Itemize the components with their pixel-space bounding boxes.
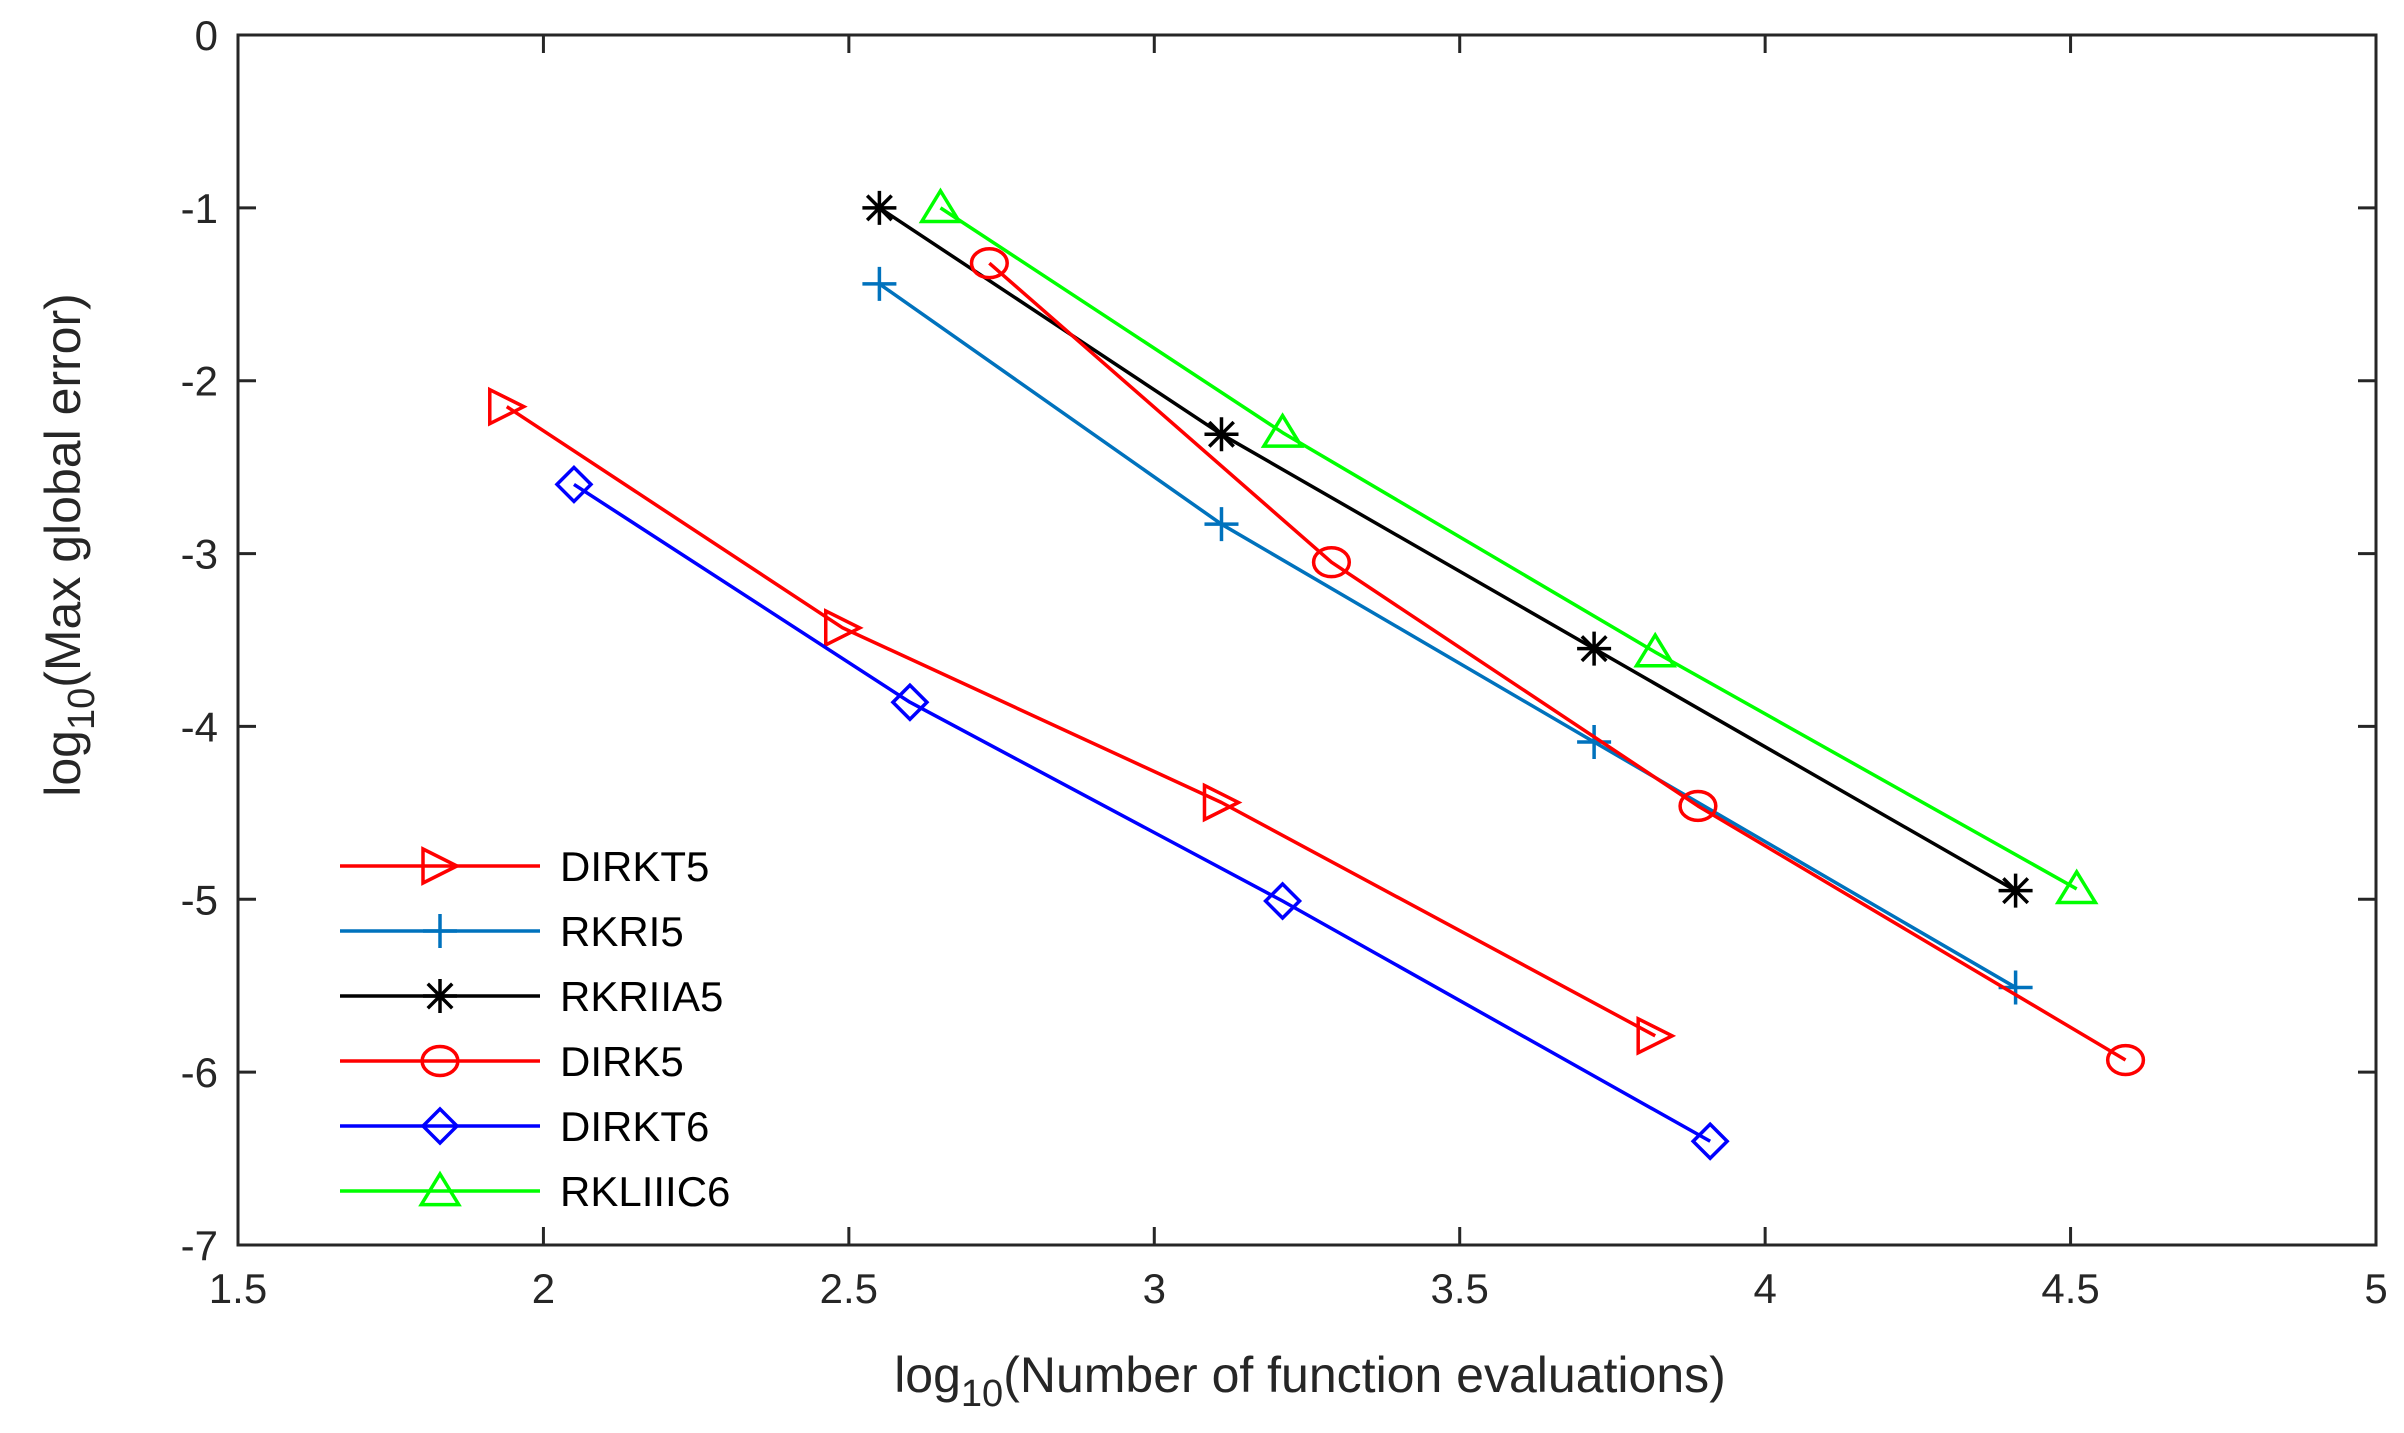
x-tick-label-0: 1.5 (209, 1265, 267, 1312)
y-tick-label-2: -2 (181, 358, 218, 405)
series-0-point-0 (488, 386, 528, 427)
y-tick-label-6: -6 (181, 1049, 218, 1096)
series-5-point-0 (918, 187, 963, 224)
x-axis-label-text: (Number of function evaluations) (1003, 1347, 1726, 1403)
series-2-point-1 (1204, 417, 1239, 452)
series-1-point-1 (1204, 507, 1239, 542)
x-tick-label-7: 5 (2364, 1265, 2387, 1312)
series-1-point-0 (862, 266, 897, 301)
plot-background (238, 35, 2376, 1245)
y-tick-label-5: -5 (181, 876, 218, 923)
legend-marker-4 (420, 1106, 460, 1146)
series-2-point-3 (1998, 873, 2033, 908)
series-4-point-3 (1690, 1121, 1730, 1161)
legend-item-4: DIRKT6 (340, 1103, 709, 1150)
legend-label-2: RKRIIA5 (560, 973, 723, 1020)
series-0 (488, 386, 1677, 1056)
legend-item-2: RKRIIA5 (340, 973, 723, 1020)
series-3-point-0 (969, 246, 1009, 280)
series-5-line (939, 206, 2078, 891)
legend-item-1: RKRI5 (340, 908, 684, 955)
series-4 (554, 464, 1730, 1161)
legend-label-1: RKRI5 (560, 908, 684, 955)
legend-item-3: DIRK5 (340, 1038, 684, 1085)
legend-label-4: DIRKT6 (560, 1103, 709, 1150)
series-1-line (878, 282, 2017, 989)
series-5-point-2 (1633, 631, 1678, 668)
series-1 (862, 266, 2033, 1005)
axes-layer: 1.5 2 2.5 3 3.5 4 4.5 5 0 -1 -2 -3 -4 -5 -6 -7 (181, 12, 2388, 1312)
series-5-point-1 (1260, 412, 1305, 448)
x-tick-label-3: 3 (1143, 1265, 1166, 1312)
x-tick-label-4: 3.5 (1431, 1265, 1489, 1312)
legend-marker-5 (418, 1170, 462, 1207)
legend-item-5: RKLIIIC6 (340, 1168, 730, 1215)
legend-marker-1 (423, 914, 457, 948)
x-axis-label-subscript: 10 (961, 1373, 1003, 1415)
series-5-point-3 (2054, 868, 2099, 905)
legend-marker-2 (423, 979, 457, 1013)
x-tick-label-2: 2.5 (820, 1265, 878, 1312)
y-tick-label-0: 0 (195, 12, 218, 59)
series-3-point-3 (2105, 1043, 2146, 1077)
x-tick-label-5: 4 (1753, 1265, 1776, 1312)
series-0-line (505, 405, 1657, 1038)
series-0-point-1 (823, 608, 864, 648)
legend-marker-0 (421, 846, 461, 886)
series-3-point-1 (1311, 546, 1352, 579)
axes-box (236, 33, 2378, 1247)
y-axis-label-prefix: log (35, 730, 91, 797)
legend: DIRKT5 RKRI5 RKRIIA5 DIRK5 DIRKT6 RKLIIIC6 (340, 843, 730, 1215)
series-1-point-2 (1577, 724, 1612, 759)
series-3-line (988, 261, 2127, 1062)
series-2 (862, 190, 2033, 908)
x-axis-label: log10(Number of function evaluations) (894, 1347, 1726, 1415)
x-tick-label-6: 4.5 (2041, 1265, 2099, 1312)
series-2-point-0 (862, 190, 897, 225)
series-4-point-2 (1263, 881, 1303, 921)
x-tick-label-1: 2 (532, 1265, 555, 1312)
legend-item-0: DIRKT5 (340, 843, 709, 890)
y-tick-label-1: -1 (181, 185, 218, 232)
y-tick-label-3: -3 (181, 531, 218, 578)
y-tick-label-4: -4 (181, 703, 218, 750)
legend-marker-3 (420, 1044, 460, 1078)
legend-label-0: DIRKT5 (560, 843, 709, 890)
y-axis-label-text: (Max global error) (35, 293, 91, 688)
series-4-point-1 (890, 682, 930, 722)
plot-area (238, 35, 2376, 1245)
y-axis-label-subscript: 10 (61, 688, 103, 730)
series-0-point-3 (1636, 1016, 1677, 1056)
y-axis-label: log10(Max global error) (35, 293, 103, 797)
series-0-point-2 (1202, 782, 1243, 823)
series-2-point-2 (1577, 631, 1612, 666)
series-3 (969, 246, 2146, 1077)
series-2-line (878, 206, 2017, 893)
series-4-point-0 (554, 464, 594, 504)
series-5 (918, 187, 2099, 905)
series-3-point-2 (1678, 789, 1718, 823)
x-axis-label-prefix: log (894, 1347, 961, 1403)
series-4-line (573, 482, 1712, 1143)
legend-label-3: DIRK5 (560, 1038, 684, 1085)
series-layer (488, 187, 2146, 1161)
legend-label-5: RKLIIIC6 (560, 1168, 730, 1215)
y-tick-label-7: -7 (181, 1222, 218, 1269)
